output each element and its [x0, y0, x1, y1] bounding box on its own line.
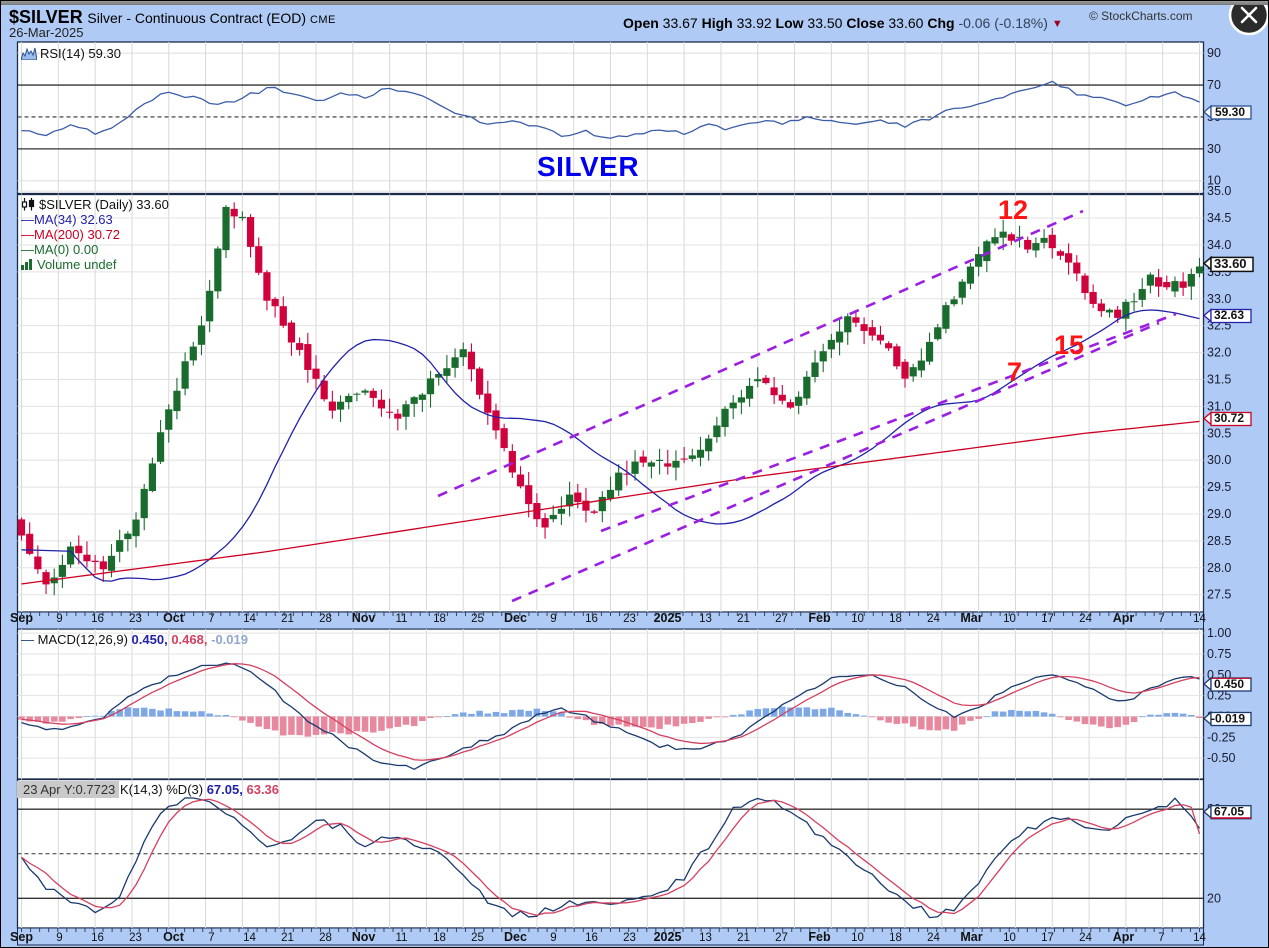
svg-text:Nov: Nov	[352, 930, 376, 944]
svg-text:30.5: 30.5	[1207, 426, 1231, 440]
svg-text:14: 14	[243, 932, 256, 944]
svg-text:12: 12	[998, 195, 1028, 225]
svg-text:25: 25	[471, 932, 484, 944]
svg-text:0.75: 0.75	[1207, 647, 1231, 661]
svg-text:11: 11	[396, 932, 408, 944]
svg-text:30.0: 30.0	[1207, 453, 1231, 467]
svg-text:1.00: 1.00	[1207, 626, 1231, 640]
svg-text:34.0: 34.0	[1207, 238, 1231, 252]
svg-text:-0.019: -0.019	[1211, 712, 1245, 726]
svg-text:Dec: Dec	[504, 611, 527, 625]
svg-text:9: 9	[550, 932, 556, 944]
svg-text:16: 16	[91, 932, 104, 944]
svg-text:-0.50: -0.50	[1207, 751, 1236, 765]
svg-text:-0.25: -0.25	[1207, 730, 1236, 744]
svg-text:27: 27	[775, 932, 788, 944]
svg-text:16: 16	[91, 613, 104, 625]
svg-text:30: 30	[1207, 142, 1221, 156]
svg-text:Nov: Nov	[352, 611, 376, 625]
svg-text:Feb: Feb	[808, 930, 831, 944]
svg-text:7: 7	[1158, 932, 1164, 944]
svg-text:23: 23	[129, 613, 142, 625]
svg-text:70: 70	[1207, 78, 1221, 92]
svg-text:59.30: 59.30	[1215, 105, 1245, 119]
svg-text:35.0: 35.0	[1207, 184, 1231, 198]
svg-text:23: 23	[129, 932, 142, 944]
svg-text:11: 11	[396, 613, 408, 625]
svg-text:21: 21	[737, 613, 750, 625]
svg-text:Apr: Apr	[1113, 611, 1135, 625]
svg-text:32.63: 32.63	[1214, 308, 1244, 322]
svg-text:0.450: 0.450	[1214, 677, 1244, 691]
svg-text:27.5: 27.5	[1207, 588, 1231, 602]
svg-text:24: 24	[1079, 932, 1092, 944]
svg-text:31.5: 31.5	[1207, 372, 1231, 386]
svg-text:Apr: Apr	[1113, 930, 1135, 944]
svg-text:Oct: Oct	[163, 930, 185, 944]
svg-text:10: 10	[851, 613, 864, 625]
svg-text:18: 18	[433, 613, 446, 625]
svg-text:24: 24	[927, 932, 940, 944]
svg-text:13: 13	[699, 932, 712, 944]
svg-text:23: 23	[623, 613, 636, 625]
svg-text:30.72: 30.72	[1214, 411, 1244, 425]
svg-text:67.05: 67.05	[1214, 805, 1244, 819]
svg-text:21: 21	[281, 613, 294, 625]
svg-text:15: 15	[1054, 330, 1084, 360]
svg-text:17: 17	[1041, 613, 1054, 625]
svg-text:2025: 2025	[654, 611, 682, 625]
svg-text:16: 16	[585, 932, 598, 944]
svg-text:16: 16	[585, 613, 598, 625]
svg-text:20: 20	[1207, 891, 1221, 905]
svg-text:7: 7	[1007, 357, 1022, 387]
svg-text:14: 14	[243, 613, 256, 625]
svg-text:28: 28	[319, 932, 332, 944]
svg-text:14: 14	[1193, 932, 1206, 944]
svg-text:28.5: 28.5	[1207, 534, 1231, 548]
svg-text:29.5: 29.5	[1207, 480, 1231, 494]
svg-text:Sep: Sep	[10, 930, 33, 944]
svg-text:9: 9	[56, 932, 62, 944]
svg-text:21: 21	[281, 932, 294, 944]
svg-text:23: 23	[623, 932, 636, 944]
svg-text:32.0: 32.0	[1207, 346, 1231, 360]
svg-text:17: 17	[1041, 932, 1054, 944]
svg-text:25: 25	[471, 613, 484, 625]
svg-text:29.0: 29.0	[1207, 507, 1231, 521]
svg-text:18: 18	[889, 932, 902, 944]
svg-text:7: 7	[208, 932, 214, 944]
svg-text:Mar: Mar	[960, 930, 982, 944]
svg-text:18: 18	[433, 932, 446, 944]
svg-text:Dec: Dec	[504, 930, 527, 944]
svg-text:24: 24	[927, 613, 940, 625]
svg-text:90: 90	[1207, 46, 1221, 60]
svg-text:2025: 2025	[654, 930, 682, 944]
svg-text:10: 10	[1003, 932, 1016, 944]
svg-text:28.0: 28.0	[1207, 561, 1231, 575]
svg-text:33.60: 33.60	[1214, 256, 1247, 271]
svg-text:21: 21	[737, 932, 750, 944]
svg-text:33.0: 33.0	[1207, 292, 1231, 306]
svg-text:27: 27	[775, 613, 788, 625]
svg-text:34.5: 34.5	[1207, 211, 1231, 225]
svg-text:10: 10	[851, 932, 864, 944]
